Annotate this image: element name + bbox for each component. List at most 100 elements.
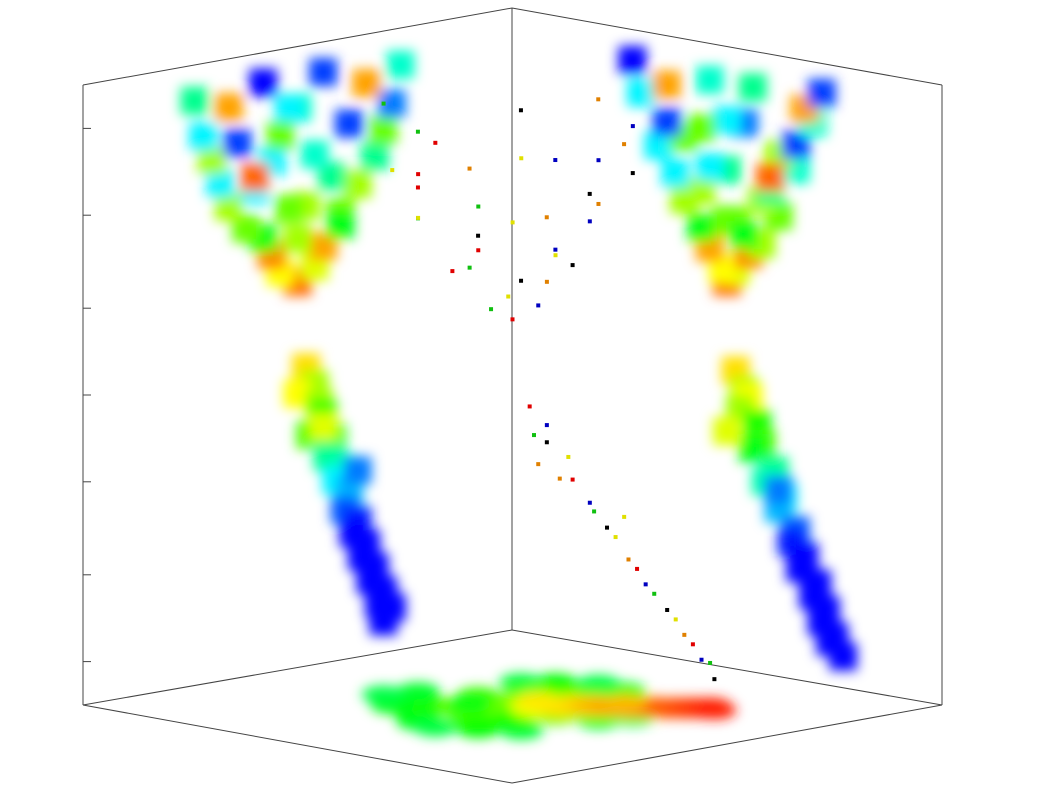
top-left-edge — [82, 7, 513, 86]
point — [626, 557, 631, 562]
point — [476, 248, 481, 253]
floor-projection — [576, 675, 621, 693]
point — [532, 433, 536, 438]
right-wall-projection — [652, 70, 681, 99]
left-wall-projection — [326, 210, 355, 239]
point — [415, 129, 420, 134]
floor-projection — [361, 685, 406, 704]
front-left-edge — [82, 704, 513, 784]
left-wall-projection — [274, 194, 303, 223]
point — [643, 582, 648, 587]
left-wall-projection — [343, 170, 372, 199]
right-wall-projection — [713, 417, 741, 446]
left-wall-projection — [300, 140, 329, 169]
left-wall-projection — [189, 122, 218, 151]
left-wall-projection — [206, 169, 235, 198]
point — [506, 294, 511, 299]
right-wall-projection — [644, 131, 673, 160]
point — [630, 171, 635, 176]
right-wall-projection — [687, 176, 716, 205]
right-wall-projection — [730, 221, 759, 250]
point — [450, 269, 455, 274]
floor-projection — [516, 691, 561, 710]
right-wall-projection — [627, 78, 655, 107]
point — [566, 454, 571, 459]
right-wall-projection — [652, 108, 681, 137]
point — [699, 657, 704, 662]
right-wall-projection — [713, 106, 741, 135]
point — [390, 168, 395, 173]
point — [544, 215, 549, 220]
left-wall-projection — [334, 109, 363, 138]
point — [622, 514, 627, 519]
point — [553, 158, 558, 163]
right-wall-projection — [687, 213, 716, 242]
right-wall-projection — [807, 79, 836, 108]
right-wall-projection — [829, 642, 858, 671]
projections — [180, 46, 858, 740]
point — [596, 201, 601, 206]
point — [613, 535, 618, 540]
point — [415, 185, 420, 190]
point — [467, 166, 472, 171]
point — [518, 108, 523, 113]
floor-projection — [533, 673, 578, 692]
floor-projection — [395, 682, 440, 701]
left-wall-projection — [283, 224, 312, 253]
right-wall-projection — [695, 65, 724, 94]
left-wall-projection — [360, 142, 389, 171]
point — [596, 158, 601, 163]
point — [519, 156, 524, 161]
point — [587, 191, 592, 196]
points — [381, 97, 717, 682]
left-wall-projection — [369, 116, 398, 145]
point — [605, 525, 610, 530]
point — [673, 617, 678, 622]
right-wall-projection — [695, 152, 724, 181]
point — [519, 278, 524, 283]
left-wall-projection — [214, 192, 243, 221]
right-wall-projection — [738, 73, 767, 102]
left-wall-projection — [352, 69, 381, 98]
left-wall-projection — [214, 93, 243, 122]
point — [665, 607, 670, 612]
floor-projection — [498, 673, 543, 692]
point — [416, 172, 421, 177]
left-wall-projection — [197, 146, 226, 175]
point — [536, 303, 541, 308]
left-wall-projection — [386, 50, 415, 79]
point — [596, 97, 601, 102]
floor-left-edge — [82, 629, 513, 706]
axis-box — [82, 7, 943, 784]
point — [587, 500, 592, 505]
point — [708, 660, 713, 665]
point — [489, 307, 494, 312]
point — [381, 101, 386, 106]
point — [510, 317, 515, 322]
right-wall-projection — [661, 159, 690, 188]
point — [544, 423, 549, 428]
floor-projection — [602, 694, 647, 713]
left-wall-projection — [274, 95, 303, 124]
point — [630, 124, 635, 129]
floor-projection — [692, 701, 737, 720]
left-wall-projection — [369, 607, 398, 636]
point — [622, 142, 627, 147]
point — [570, 263, 575, 268]
point — [652, 591, 657, 596]
point — [536, 462, 541, 467]
left-wall-projection — [240, 163, 269, 192]
left-wall-projection — [249, 68, 278, 97]
point — [476, 204, 481, 209]
right-wall-projection — [618, 46, 647, 75]
front-right-edge — [511, 704, 943, 784]
point — [570, 477, 575, 482]
point — [712, 677, 717, 682]
point — [476, 233, 481, 238]
floor-projection — [413, 718, 458, 737]
point — [527, 404, 532, 409]
point — [592, 509, 597, 514]
point — [553, 253, 558, 258]
left-wall-projection — [309, 412, 338, 441]
